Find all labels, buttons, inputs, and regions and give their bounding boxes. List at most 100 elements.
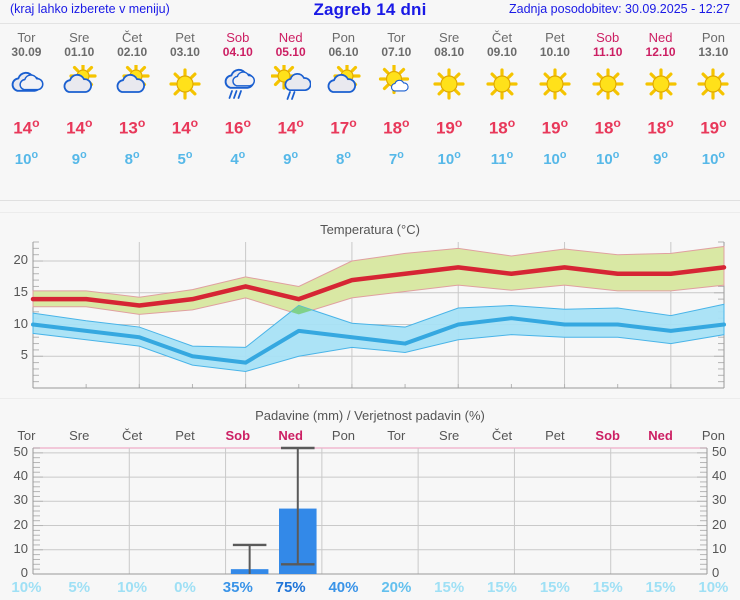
degree-icon: o [402, 116, 410, 130]
section-divider-2 [0, 212, 740, 213]
day-column[interactable]: Pon 13.10 19o 10o [687, 24, 740, 194]
precipitation-day-label: Sre [69, 428, 90, 443]
day-column[interactable]: Sre 08.10 19o 10o [423, 24, 476, 194]
max-temperature: 19o [700, 113, 726, 139]
partly-sunny-icon [59, 63, 99, 105]
max-temperature: 13o [119, 113, 145, 139]
precipitation-day-label: Sob [225, 428, 251, 443]
day-of-week: Čet [491, 30, 513, 45]
max-temperature: 17o [330, 113, 356, 139]
min-temperature-value: 7 [388, 150, 398, 168]
day-column[interactable]: Tor 30.09 14o 10o [0, 24, 53, 194]
min-temperature: 8o [336, 146, 351, 169]
max-temperature-value: 19 [435, 118, 455, 138]
degree-icon: o [454, 148, 461, 161]
precipitation-chart [32, 446, 708, 575]
max-temperature-value: 14 [66, 118, 85, 138]
degree-icon: o [661, 148, 669, 161]
day-of-week: Pon [331, 30, 356, 45]
day-date: 06.10 [328, 45, 359, 59]
max-temperature-value: 18 [594, 118, 614, 138]
day-column[interactable]: Pet 03.10 14o 5o [159, 24, 212, 194]
day-date: 01.10 [64, 45, 95, 59]
min-temperature: 11o [491, 146, 513, 169]
degree-icon: o [291, 148, 299, 161]
day-column[interactable]: Sre 01.10 14o 9o [53, 24, 106, 194]
precipitation-day-label: Tor [17, 428, 36, 443]
precipitation-day-label: Ned [648, 428, 673, 443]
day-of-week: Tor [387, 30, 406, 45]
max-temperature: 18o [647, 113, 673, 139]
min-temperature-value: 9 [283, 150, 292, 168]
min-temperature-value: 10 [701, 150, 719, 168]
day-column[interactable]: Čet 09.10 18o 11o [476, 24, 529, 194]
max-temperature-value: 14 [13, 118, 33, 138]
precipitation-day-label: Ned [278, 428, 303, 443]
max-temperature: 18o [383, 113, 409, 139]
day-of-week: Pet [175, 30, 195, 45]
min-temperature-value: 10 [596, 150, 613, 168]
day-column[interactable]: Sob 11.10 18o 10o [581, 24, 634, 194]
precipitation-probability: 10% [117, 579, 148, 596]
precipitation-day-label: Čet [491, 428, 513, 443]
min-temperature: 10o [702, 146, 725, 169]
min-temperature-value: 9 [71, 150, 81, 168]
day-of-week: Ned [278, 30, 303, 45]
temperature-y-tick: 15 [13, 283, 28, 299]
min-temperature-value: 8 [336, 150, 345, 168]
day-date: 02.10 [117, 45, 148, 59]
day-column[interactable]: Sob 04.10 16o 4o [211, 24, 264, 194]
max-temperature: 18o [489, 113, 515, 139]
day-column[interactable]: Tor 07.10 18o 7o [370, 24, 423, 194]
min-temperature: 9o [72, 146, 87, 169]
min-temperature-value: 5 [177, 150, 186, 168]
degree-icon: o [507, 116, 516, 130]
min-temperature-value: 4 [230, 150, 239, 168]
degree-icon: o [238, 148, 246, 161]
degree-icon: o [84, 116, 93, 130]
day-of-week: Tor [17, 30, 36, 45]
degree-icon: o [344, 148, 351, 161]
day-date: 08.10 [434, 45, 465, 59]
degree-icon: o [31, 148, 39, 161]
day-of-week: Sre [69, 30, 90, 45]
precipitation-probability: 75% [275, 579, 306, 596]
max-temperature-value: 16 [224, 118, 244, 138]
day-column[interactable]: Ned 05.10 14o 9o [264, 24, 317, 194]
day-date: 10.10 [539, 45, 570, 59]
precipitation-probability: 15% [592, 579, 623, 596]
min-temperature-value: 10 [543, 150, 560, 168]
max-temperature-value: 18 [488, 118, 508, 138]
degree-icon: o [185, 148, 193, 161]
day-column[interactable]: Ned 12.10 18o 9o [634, 24, 687, 194]
precipitation-probability: 0% [174, 579, 196, 596]
degree-icon: o [132, 148, 140, 161]
max-temperature-value: 19 [541, 118, 561, 138]
partly-sunny-icon [112, 63, 152, 105]
page-header: (kraj lahko izberete v meniju) Zagreb 14… [0, 0, 740, 22]
degree-icon: o [397, 148, 404, 161]
degree-icon: o [560, 116, 569, 130]
precipitation-y-tick-left: 30 [13, 492, 28, 508]
precipitation-probability: 15% [487, 579, 518, 596]
day-of-week: Čet [121, 30, 143, 45]
day-date: 05.10 [275, 45, 306, 59]
degree-icon: o [80, 148, 87, 161]
min-temperature: 4o [230, 146, 245, 169]
day-column[interactable]: Čet 02.10 13o 8o [106, 24, 159, 194]
precipitation-probability: 10% [698, 579, 729, 596]
precipitation-day-label: Pet [545, 428, 565, 443]
day-date: 11.10 [593, 45, 623, 59]
day-column[interactable]: Pon 06.10 17o 8o [317, 24, 370, 194]
temperature-y-tick: 5 [20, 347, 28, 363]
temperature-y-tick: 20 [13, 252, 28, 268]
min-temperature: 10o [15, 146, 38, 169]
day-date: 07.10 [381, 45, 412, 59]
precipitation-y-tick-left: 40 [13, 468, 28, 484]
header-divider [0, 23, 740, 24]
precipitation-probability: 20% [381, 579, 412, 596]
day-of-week: Pet [545, 30, 565, 45]
daily-forecast-strip: Tor 30.09 14o 10o Sre 01.10 14o 9o Čet 02.10 13o 8o… [0, 24, 740, 194]
day-column[interactable]: Pet 10.10 19o 10o [528, 24, 581, 194]
